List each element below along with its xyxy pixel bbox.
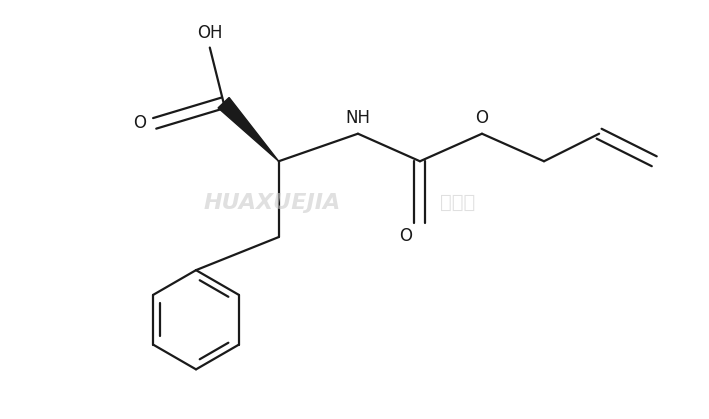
Text: NH: NH bbox=[345, 109, 370, 127]
Text: HUAXUEJIA: HUAXUEJIA bbox=[203, 193, 340, 212]
Text: O: O bbox=[476, 109, 489, 127]
Polygon shape bbox=[218, 98, 279, 161]
Text: O: O bbox=[398, 227, 412, 245]
Text: 化学加: 化学加 bbox=[440, 193, 476, 212]
Text: O: O bbox=[133, 114, 146, 132]
Text: OH: OH bbox=[197, 24, 223, 42]
